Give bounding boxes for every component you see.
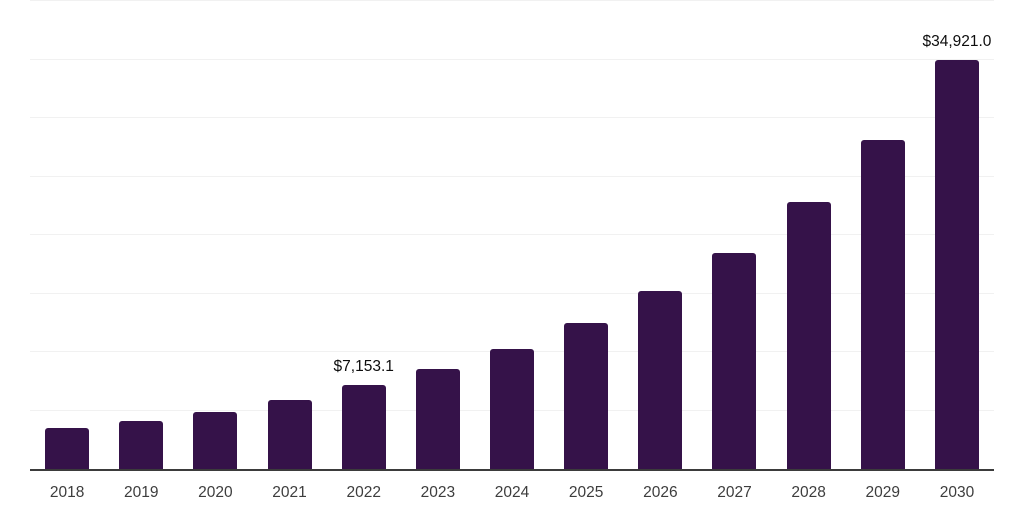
x-tick-label-2022: 2022 <box>346 484 381 501</box>
bar-slot-2018 <box>30 1 104 469</box>
gridline <box>30 117 994 118</box>
bar-2028 <box>786 202 831 469</box>
bar-2025 <box>564 322 609 469</box>
plot-area: $7,153.1 $34,921.0 <box>30 0 994 471</box>
bar-slot-2021 <box>252 1 326 469</box>
bar-2020 <box>193 412 238 469</box>
bar-series: $7,153.1 $34,921.0 <box>30 1 994 469</box>
bar-2019 <box>119 420 164 469</box>
bar-slot-2028 <box>772 1 846 469</box>
x-tick-label-2024: 2024 <box>494 484 530 501</box>
bar-slot-2020 <box>178 1 252 469</box>
gridline <box>30 58 994 60</box>
bar-2024 <box>490 348 535 469</box>
bar-2018 <box>45 428 90 469</box>
bar-slot-2024 <box>475 1 549 469</box>
bar-chart: $7,153.1 $34,921.0 2018 2019 2020 2021 2022 20… <box>30 0 994 502</box>
x-tick-label-2026: 2026 <box>643 484 678 501</box>
bar-slot-2019 <box>104 1 178 469</box>
bar-2026 <box>638 291 683 469</box>
x-tick-label-2028: 2028 <box>791 484 826 501</box>
bar-2023 <box>415 369 460 469</box>
bar-value-label-2030: $34,921.0 <box>922 33 992 51</box>
bar-slot-2026 <box>623 1 697 469</box>
gridline <box>30 175 994 177</box>
bar-slot-2023 <box>401 1 475 469</box>
bar-slot-2025 <box>549 1 623 469</box>
x-tick-label-2027: 2027 <box>717 484 752 501</box>
bar-2021 <box>267 399 312 469</box>
x-tick-label-2021: 2021 <box>272 484 307 501</box>
gridline <box>30 0 994 1</box>
x-tick-label-2023: 2023 <box>420 484 456 501</box>
bar-value-label-2022: $7,153.1 <box>333 358 394 376</box>
bar-2022 <box>341 385 386 469</box>
bar-2027 <box>712 252 757 469</box>
bar-2029 <box>860 139 905 469</box>
x-tick-label-2030: 2030 <box>939 484 975 501</box>
gridline <box>30 234 994 235</box>
x-tick-label-2020: 2020 <box>198 484 233 501</box>
x-tick-label-2018: 2018 <box>49 484 85 501</box>
gridline <box>30 292 994 294</box>
bar-slot-2022: $7,153.1 <box>327 1 401 469</box>
x-tick-label-2025: 2025 <box>568 484 604 501</box>
x-tick-label-2019: 2019 <box>123 484 159 501</box>
bar-slot-2027 <box>697 1 771 469</box>
bar-2030 <box>934 60 979 469</box>
bar-slot-2030: $34,921.0 <box>920 1 994 469</box>
x-axis: 2018 2019 2020 2021 2022 2023 2024 2025 2026 2027… <box>30 484 994 502</box>
x-tick-label-2029: 2029 <box>865 484 901 501</box>
bar-slot-2029 <box>846 1 920 469</box>
